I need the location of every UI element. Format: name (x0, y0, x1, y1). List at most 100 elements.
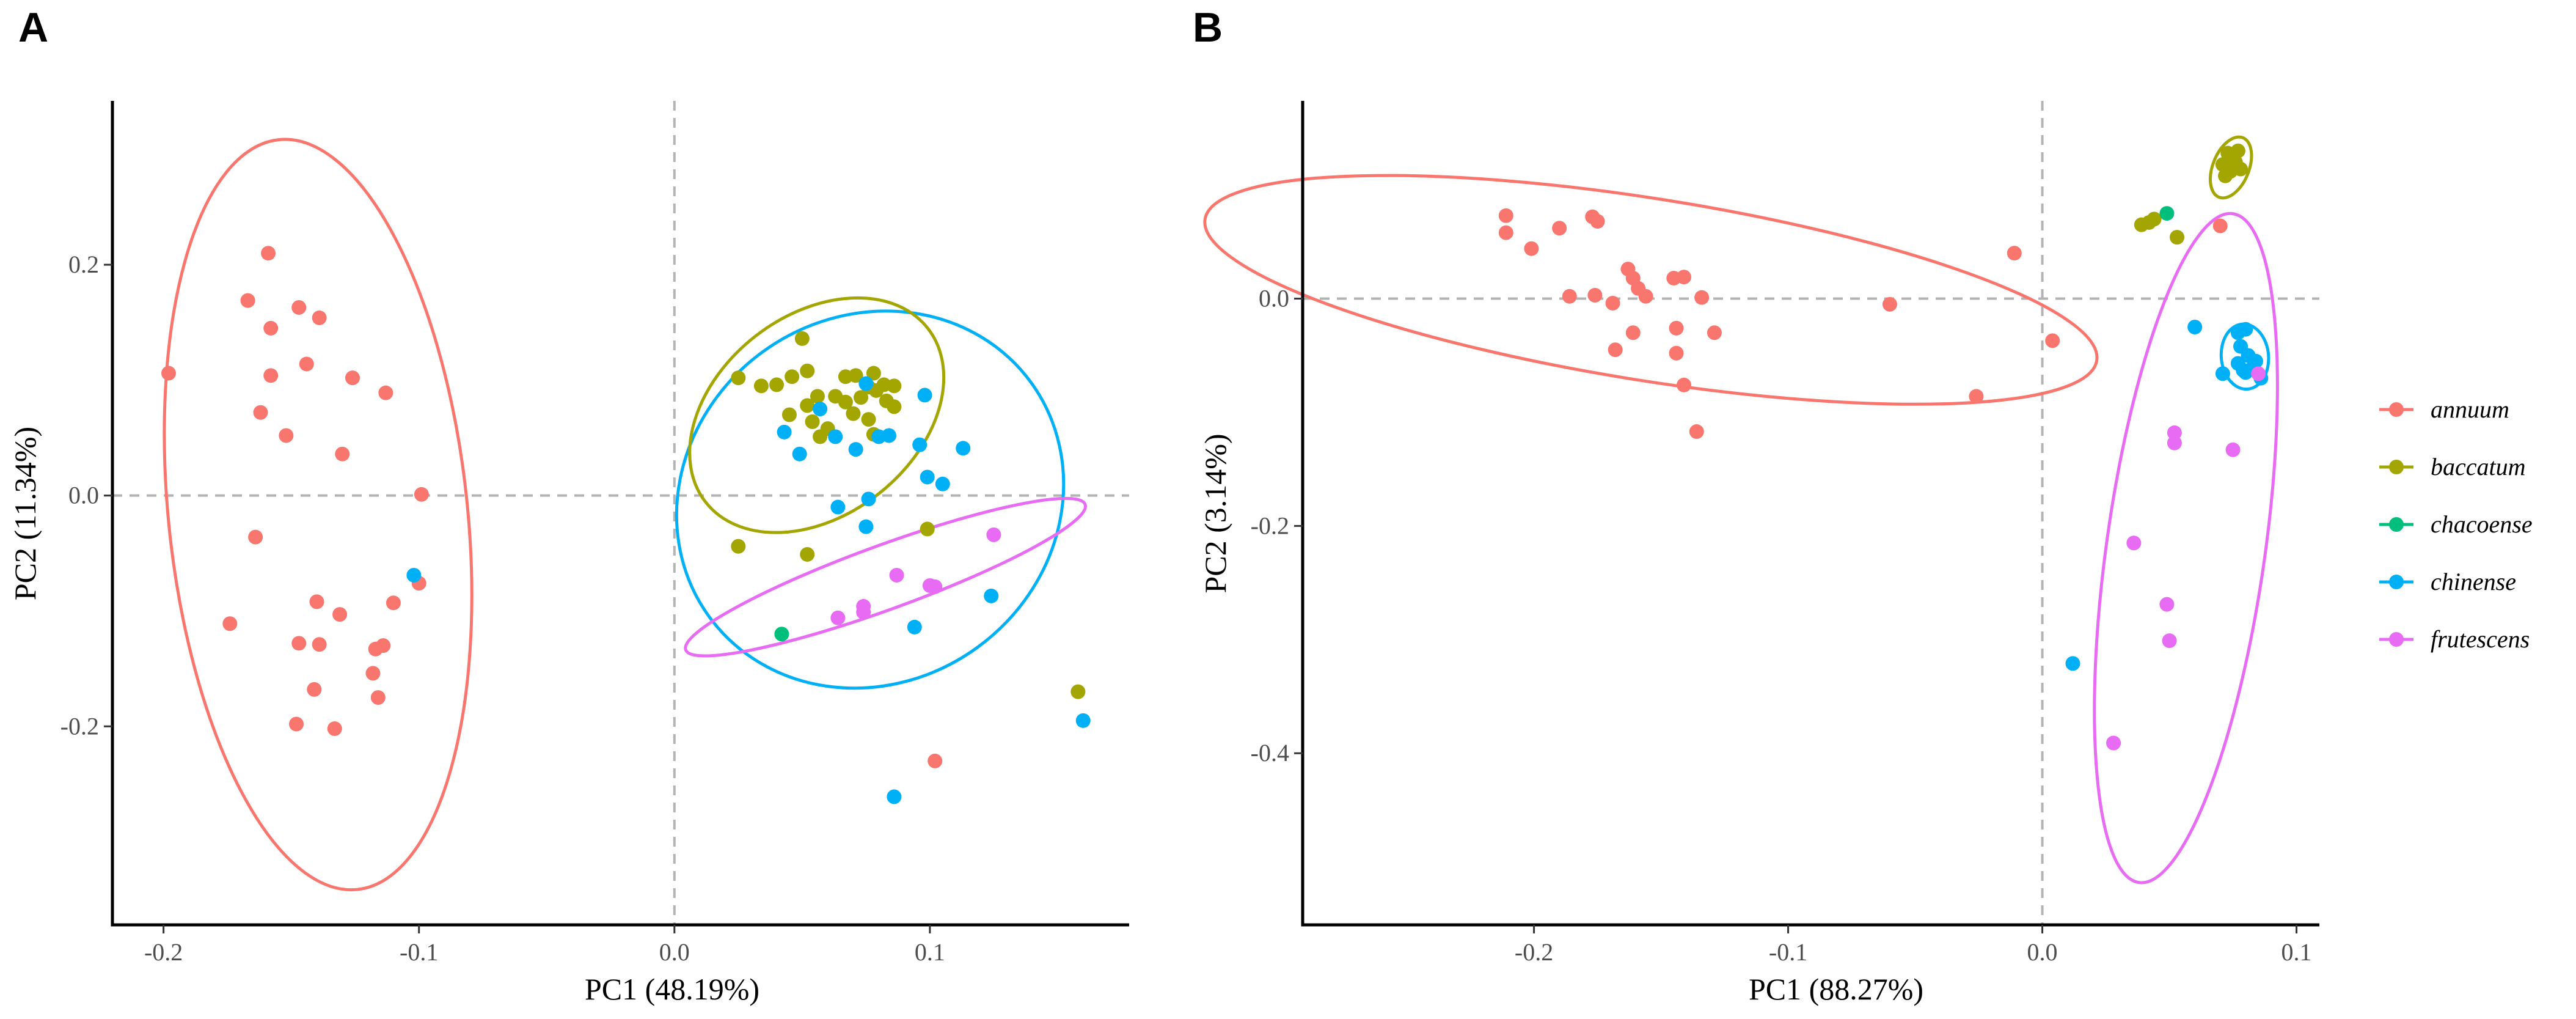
panel-b-points (1498, 143, 2269, 751)
panel-a-axes (111, 101, 1129, 927)
panel-a-point-chinense (858, 519, 874, 534)
panel-a-point-chinense (956, 441, 971, 456)
panel-b-point-annuum (1498, 208, 1513, 223)
panel-b-point-chacoense (2159, 206, 2175, 221)
panel-b-point-baccatum (2146, 212, 2162, 227)
panel-b-point-annuum (1638, 289, 1653, 304)
legend-label-annuum: annuum (2431, 395, 2509, 423)
panel-a-point-annuum (386, 595, 401, 611)
panel-b-point-chinense (2215, 366, 2230, 381)
legend-label-chinense: chinense (2431, 568, 2516, 595)
panel-b-point-annuum (1669, 345, 1684, 361)
panel-b-point-annuum (1587, 287, 1603, 303)
panel-b-point-annuum (1689, 424, 1704, 440)
panel-a-ticks: -0.2 -0.1 0.0 0.1 0.2 0.0 -0.2 (60, 251, 945, 966)
panel-a-point-chinense (917, 388, 932, 403)
panel-b-ticks: -0.2 -0.1 0.0 0.1 0.0 -0.2 -0.4 (1251, 285, 2312, 966)
panel-b-point-frutescens (2106, 735, 2121, 751)
panel-a-zero-lines (112, 101, 1129, 925)
panel-a-point-annuum (370, 690, 386, 705)
panel-a-point-annuum (263, 368, 279, 383)
legend-label-frutescens: frutescens (2431, 625, 2530, 653)
panel-a-point-chinense (881, 428, 896, 443)
panel-a-point-baccatum (846, 406, 861, 421)
panel-a-point-chinense (848, 442, 863, 457)
panel-a-point-annuum (240, 293, 255, 308)
panel-b-ellipse-frutescens (2093, 212, 2279, 885)
legend-item-annuum: annuum (2379, 395, 2509, 423)
panel-b-point-chinense (2238, 322, 2253, 337)
legend-key-chinense (2389, 575, 2404, 589)
legend-label-baccatum: baccatum (2431, 453, 2526, 480)
panel-a-point-frutescens (856, 605, 871, 620)
panel-a-point-chinense (830, 499, 846, 515)
legend-item-chacoense: chacoense (2379, 510, 2533, 538)
panel-a-point-baccatum (866, 366, 881, 381)
panel-a-point-annuum (222, 616, 238, 631)
panel-b-zero-lines (1303, 101, 2319, 925)
panel-b-y-tick-label: 0.0 (1259, 285, 1289, 312)
panel-a-point-chinense (887, 789, 902, 804)
panel-a-point-annuum (279, 428, 294, 443)
panel-a-point-annuum (299, 356, 314, 372)
panel-a-point-chinense (406, 567, 422, 583)
panel-a-point-frutescens (889, 567, 904, 583)
legend-key-annuum (2389, 402, 2404, 417)
panel-a-point-baccatum (920, 521, 935, 537)
panel-b-point-chinense (2249, 353, 2263, 369)
panel-a-letter: A (18, 4, 48, 51)
panel-a-point-annuum (345, 370, 360, 386)
panel-b-point-baccatum (2228, 155, 2243, 170)
panel-a-point-annuum (307, 682, 322, 697)
panel-a-point-baccatum (838, 369, 853, 384)
panel-a-point-annuum (261, 246, 276, 261)
panel-b-x-tick-label: 0.1 (2281, 938, 2312, 966)
panel-b-point-annuum (2007, 246, 2022, 261)
panel-a-point-annuum (309, 594, 324, 609)
legend-label-chacoense: chacoense (2431, 510, 2533, 538)
panel-b-point-frutescens (2225, 442, 2241, 457)
panel-a-plot: A -0.2 -0.1 0.0 0.10.20.0-0.2 PC1 (48.19%) … (8, 4, 1129, 1006)
panel-b-point-chinense (2187, 320, 2203, 335)
panel-a-point-frutescens (830, 610, 846, 625)
panel-a-point-baccatum (887, 399, 902, 414)
panel-a-y-tick-label: 0.0 (68, 482, 99, 509)
panel-b-point-annuum (1694, 290, 1710, 305)
panel-a-point-chinense (828, 429, 843, 444)
panel-a-point-chinense (984, 588, 999, 603)
panel-a-point-chinense (792, 446, 807, 462)
panel-a-point-chinense (861, 491, 876, 507)
panel-a-ellipse-annuum (163, 138, 474, 892)
panel-a-point-baccatum (838, 394, 853, 410)
panel-b-x-tick-label: -0.2 (1515, 938, 1553, 966)
panel-b-x-tick-label: -0.1 (1769, 938, 1807, 966)
panel-b-point-frutescens (2251, 366, 2266, 381)
panel-a-point-baccatum (800, 363, 815, 378)
panel-a-ellipse-frutescens (684, 496, 1088, 658)
panel-b-point-frutescens (2167, 425, 2182, 440)
legend-item-chinense: chinense (2379, 568, 2516, 595)
panel-a-point-chinense (935, 476, 950, 491)
panel-a-point-annuum (312, 310, 327, 325)
panel-b-point-annuum (1590, 214, 1605, 229)
panel-b-axes (1301, 101, 2319, 927)
panel-b-x-tick-label: 0.0 (2027, 938, 2058, 966)
panel-b-point-annuum (1969, 389, 1984, 404)
panel-a-x-tick-label: 0.1 (915, 938, 945, 966)
panel-a-points (161, 246, 1091, 804)
panel-a-point-annuum (291, 300, 307, 315)
panel-a-point-chinense (858, 376, 874, 391)
panel-a-x-axis-title: PC1 (48.19%) (585, 972, 759, 1006)
panel-a-point-annuum (335, 446, 350, 462)
panel-b-point-baccatum (2218, 168, 2233, 183)
panel-a-point-baccatum (769, 377, 785, 392)
panel-a-point-chinense (813, 402, 828, 417)
panel-b-point-frutescens (2167, 435, 2182, 451)
panel-b-point-annuum (1669, 320, 1684, 336)
panel-a-point-baccatum (785, 369, 800, 384)
legend-key-baccatum (2389, 460, 2404, 474)
panel-b-ellipses (1203, 135, 2279, 885)
panel-a-ellipses (163, 138, 1088, 892)
panel-b-point-annuum (1552, 221, 1567, 236)
